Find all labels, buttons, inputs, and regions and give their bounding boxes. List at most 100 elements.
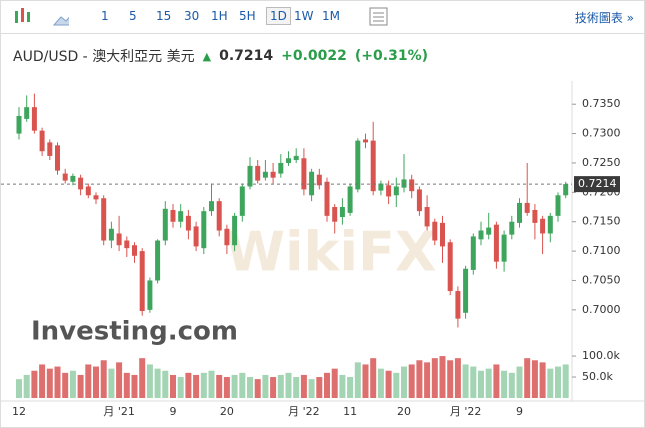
candle-body [309, 171, 315, 196]
x-tick-label: 月 '22 [450, 405, 482, 418]
toolbar-icons[interactable] [9, 3, 69, 33]
volume-bar [277, 374, 284, 398]
candle-body [201, 211, 207, 249]
candle-body [39, 130, 45, 152]
interval-button[interactable]: 15 [156, 9, 172, 23]
candle-body [262, 171, 268, 178]
volume-bar [555, 366, 561, 398]
interval-button[interactable]: 1 [101, 9, 109, 23]
candle-body [270, 171, 276, 178]
interval-button[interactable]: 30 [184, 9, 200, 23]
candle-body [316, 174, 322, 186]
volume-bar [454, 358, 461, 398]
candle-body [339, 207, 345, 218]
candle-body [16, 115, 22, 134]
x-tick-label: 月 '21 [103, 405, 135, 418]
y2-tick-label: 50.0k [582, 370, 613, 383]
volume-bar [308, 379, 315, 398]
volume-bar [193, 374, 200, 398]
candle-body [532, 209, 538, 223]
candle-body [162, 208, 168, 241]
candle-body [85, 186, 91, 196]
candle-body [178, 211, 184, 222]
candle-body [332, 207, 338, 222]
candle-body [424, 207, 430, 227]
candle-body [286, 158, 291, 163]
candle-body [301, 158, 307, 190]
volume-bar [270, 377, 277, 398]
toolbar: 技術圖表 » 1 5 15 30 1H 5H 1D 1W 1M [1, 1, 644, 34]
volume-bar [185, 372, 192, 398]
interval-button[interactable]: 1D [266, 7, 291, 25]
candle-body [455, 291, 461, 319]
candle-body [93, 195, 99, 200]
volume-bar [262, 374, 269, 398]
volume-bar [447, 360, 454, 398]
y-tick-label: 0.7350 [582, 97, 621, 110]
volume-bar [139, 358, 146, 398]
candle-body [247, 165, 253, 187]
quote-header: AUD/USD - 澳大利亞元 美元 ▲ 0.7214 +0.0022 (+0.… [13, 46, 428, 66]
technical-link[interactable]: 技術圖表 » [574, 11, 634, 25]
candle-body [563, 184, 569, 196]
x-tick-label: 12 [12, 405, 26, 418]
candle-body [463, 268, 469, 313]
volume-bar [470, 366, 477, 398]
candle-body [193, 226, 199, 247]
y-tick-label: 0.7150 [582, 215, 621, 228]
candle-body [132, 245, 137, 256]
volume-bar [216, 374, 223, 398]
volume-bar [62, 372, 69, 398]
interval-button[interactable]: 1M [322, 9, 340, 23]
y-tick-label: 0.7100 [582, 244, 621, 257]
candle-body [147, 280, 153, 310]
candle-body [478, 230, 484, 240]
candle-body [108, 228, 114, 241]
volume-bar [524, 358, 531, 398]
volume-bar [385, 370, 392, 398]
volume-bar [316, 377, 323, 398]
volume-bar [401, 366, 407, 398]
candle-body [232, 215, 238, 246]
volume-bar [247, 377, 253, 398]
interval-button[interactable]: 1H [211, 9, 228, 23]
volume-bar [354, 362, 361, 398]
volume-bar [501, 370, 508, 398]
volume-bar [362, 364, 369, 398]
volume-bar [46, 368, 53, 398]
volume-bar [170, 374, 176, 398]
volume-bar [531, 360, 538, 398]
y-tick-label: 0.7050 [582, 273, 621, 286]
y-tick-label: 0.7000 [582, 303, 621, 316]
volume-bar [478, 370, 484, 398]
settings-icon[interactable] [367, 5, 391, 29]
candle-body [486, 227, 492, 235]
volume-bar [539, 362, 546, 398]
candle-body [139, 251, 145, 312]
volume-bar [331, 368, 338, 398]
interval-button[interactable]: 5H [239, 9, 256, 23]
candle-body [209, 201, 214, 212]
volume-bar [347, 377, 354, 398]
volume-bar [93, 366, 99, 398]
candle-body [24, 107, 30, 119]
volume-bar [69, 370, 76, 398]
volume-bar [439, 356, 446, 398]
volume-bar [416, 360, 423, 398]
x-tick-label: 9 [516, 405, 523, 418]
volume-bar [123, 372, 130, 398]
interval-button[interactable]: 1W [294, 9, 314, 23]
x-tick-label: 月 '22 [288, 405, 320, 418]
watermark: WikiFX [225, 221, 436, 284]
candle-body [278, 162, 284, 174]
volume-bar [23, 374, 30, 398]
volume-bar [85, 364, 92, 398]
interval-button[interactable]: 5 [129, 9, 137, 23]
candle-body [547, 215, 553, 234]
candle-body [185, 215, 191, 231]
candle-body [155, 240, 161, 281]
volume-bar [146, 364, 153, 398]
volume-bar [162, 370, 169, 398]
volume-bar [324, 372, 330, 398]
